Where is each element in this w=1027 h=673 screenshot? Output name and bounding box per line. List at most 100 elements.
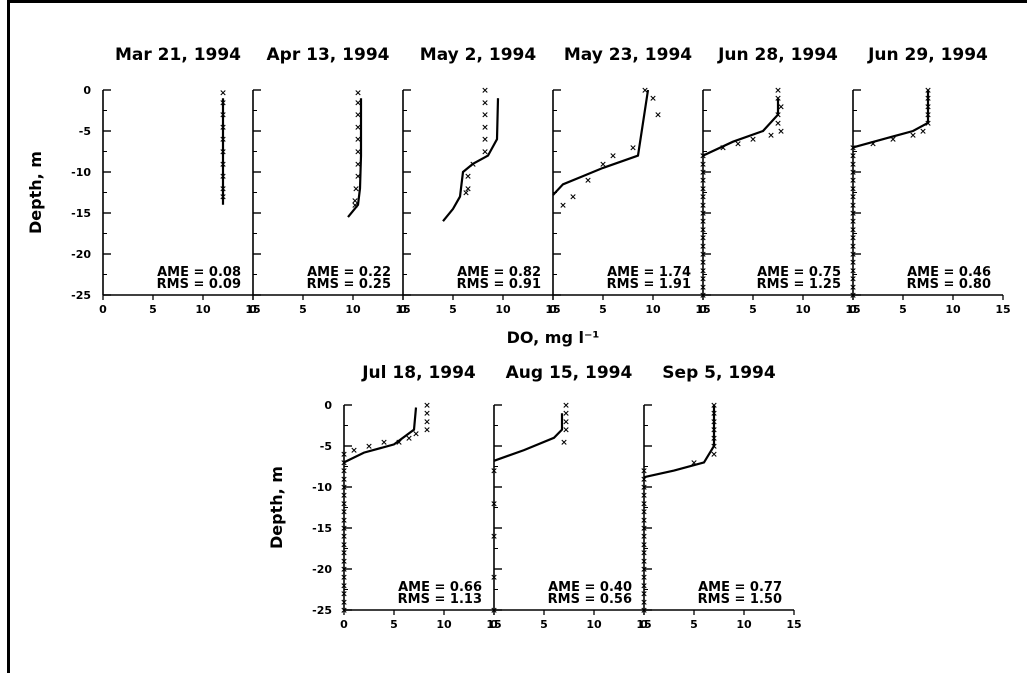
observed-point: × <box>641 86 649 96</box>
observed-point: × <box>490 606 498 616</box>
observed-point: × <box>849 258 857 268</box>
observed-point: × <box>699 242 707 252</box>
observed-point: × <box>690 458 698 468</box>
observed-point: × <box>351 197 359 207</box>
rms-stat: RMS = 1.25 <box>757 277 841 292</box>
observed-point: × <box>849 266 857 276</box>
x-tick-label: 10 <box>945 303 961 316</box>
observed-point: × <box>849 209 857 219</box>
observed-point: × <box>640 508 648 518</box>
observed-point: × <box>423 409 431 419</box>
observed-point: × <box>219 88 227 98</box>
rms-stat: RMS = 0.91 <box>457 277 541 292</box>
rms-stat: RMS = 0.25 <box>307 277 391 292</box>
observed-point: × <box>924 94 932 104</box>
observed-point: × <box>699 283 707 293</box>
observed-point: × <box>869 139 877 149</box>
observed-point: × <box>640 565 648 575</box>
rms-stat: RMS = 0.56 <box>548 592 632 607</box>
x-tick-label: 10 <box>195 303 211 316</box>
panel-title: May 23, 1994 <box>564 45 692 65</box>
observed-point: × <box>481 86 489 96</box>
x-tick-label: 10 <box>436 618 452 631</box>
observed-point: × <box>710 434 718 444</box>
observed-point: × <box>584 176 592 186</box>
observed-point: × <box>699 234 707 244</box>
observed-point: × <box>423 417 431 427</box>
observed-point: × <box>849 242 857 252</box>
observed-point: × <box>423 426 431 436</box>
observed-point: × <box>395 438 403 448</box>
observed-point: × <box>481 148 489 158</box>
observed-point: × <box>354 123 362 133</box>
ame-stat: AME = 0.77 <box>698 580 782 595</box>
observed-point: × <box>464 184 472 194</box>
x-tick-label: 0 <box>249 303 257 316</box>
observed-point: × <box>849 217 857 227</box>
panel-title: Apr 13, 1994 <box>267 45 390 65</box>
observed-point: × <box>354 135 362 145</box>
observed-point: × <box>469 160 477 170</box>
observed-point: × <box>352 184 360 194</box>
x-tick-label: 15 <box>845 303 860 316</box>
observed-point: × <box>640 581 648 591</box>
observed-point: × <box>219 184 227 194</box>
simulated-profile-line <box>852 90 930 149</box>
x-tick-label: 5 <box>149 303 157 316</box>
x-tick-label: 0 <box>699 303 707 316</box>
observed-point: × <box>354 98 362 108</box>
rms-stat: RMS = 1.13 <box>398 592 482 607</box>
observed-point: × <box>340 532 348 542</box>
x-tick-label: 0 <box>399 303 407 316</box>
observed-point: × <box>481 98 489 108</box>
observed-point: × <box>699 291 707 301</box>
observed-point: × <box>380 438 388 448</box>
y-tick-label: -25 <box>71 289 91 302</box>
observed-point: × <box>219 148 227 158</box>
observed-point: × <box>354 172 362 182</box>
x-tick-label: 15 <box>636 618 651 631</box>
x-tick-label: 10 <box>345 303 361 316</box>
observed-point: × <box>340 581 348 591</box>
observed-point: × <box>849 193 857 203</box>
observed-point: × <box>629 143 637 153</box>
x-tick-label: 0 <box>490 618 498 631</box>
observed-point: × <box>767 131 775 141</box>
observed-point: × <box>219 172 227 182</box>
observed-point: × <box>560 438 568 448</box>
observed-point: × <box>699 258 707 268</box>
x-tick-label: 10 <box>586 618 602 631</box>
observed-point: × <box>340 499 348 509</box>
ame-stat: AME = 0.66 <box>398 580 482 595</box>
observed-point: × <box>699 201 707 211</box>
panel-title: Sep 5, 1994 <box>662 363 776 383</box>
y-tick-label: -15 <box>312 522 332 535</box>
observed-point: × <box>774 119 782 129</box>
observed-point: × <box>774 86 782 96</box>
observed-point: × <box>481 135 489 145</box>
x-tick-label: 15 <box>395 303 410 316</box>
x-tick-label: 10 <box>795 303 811 316</box>
x-tick-label: 5 <box>299 303 307 316</box>
y-tick-label: -15 <box>71 207 91 220</box>
observed-point: × <box>562 417 570 427</box>
observed-point: × <box>490 499 498 509</box>
ame-stat: AME = 0.75 <box>757 265 841 280</box>
observed-point: × <box>562 426 570 436</box>
observed-point: × <box>710 426 718 436</box>
panel-title: May 2, 1994 <box>420 45 537 65</box>
observed-point: × <box>219 123 227 133</box>
observed-point: × <box>710 450 718 460</box>
observed-point: × <box>340 483 348 493</box>
x-axis-label: DO, mg l⁻¹ <box>507 328 600 347</box>
y-tick-label: -20 <box>71 248 91 261</box>
observed-point: × <box>849 283 857 293</box>
rms-stat: RMS = 0.09 <box>157 277 241 292</box>
simulated-profile-line <box>552 89 650 196</box>
observed-point: × <box>924 86 932 96</box>
simulated-profile-line <box>702 98 780 157</box>
y-tick-label: -20 <box>312 563 332 576</box>
x-tick-label: 5 <box>540 618 548 631</box>
